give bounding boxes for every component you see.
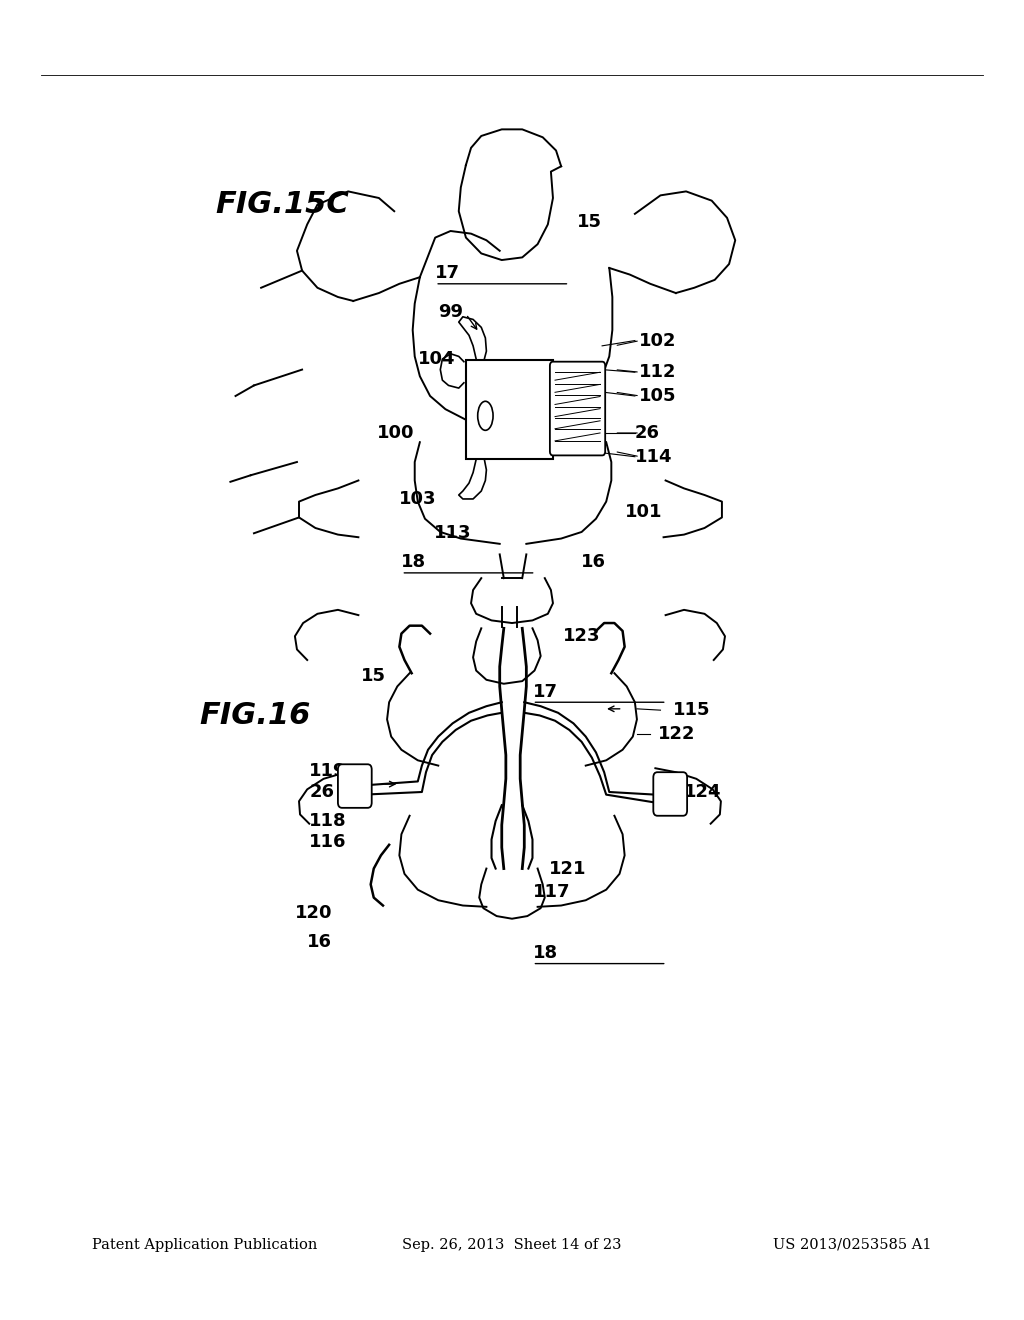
Text: 113: 113 [434,524,472,543]
Text: 122: 122 [658,725,696,743]
Text: 103: 103 [399,490,437,508]
Text: 114: 114 [635,447,673,466]
Text: 16: 16 [581,553,605,572]
Text: Patent Application Publication: Patent Application Publication [92,1238,317,1251]
Text: 26: 26 [635,424,659,442]
FancyBboxPatch shape [466,360,553,459]
Text: 16: 16 [307,933,332,952]
Text: 99: 99 [438,302,463,321]
Text: 105: 105 [639,387,677,405]
Text: FIG.15C: FIG.15C [215,190,349,219]
Text: FIG.16: FIG.16 [200,701,311,730]
Text: 15: 15 [360,667,385,685]
Ellipse shape [477,401,494,430]
Text: 115: 115 [673,701,711,719]
FancyBboxPatch shape [338,764,372,808]
Text: 102: 102 [639,331,677,350]
Text: 18: 18 [532,944,558,962]
FancyBboxPatch shape [653,772,687,816]
Text: 26: 26 [309,783,334,801]
Text: 119: 119 [309,762,347,780]
FancyBboxPatch shape [550,362,605,455]
Text: 116: 116 [309,833,347,851]
Text: 17: 17 [532,682,557,701]
Text: 120: 120 [295,904,333,923]
Text: US 2013/0253585 A1: US 2013/0253585 A1 [773,1238,932,1251]
Text: 124: 124 [684,783,722,801]
Text: 123: 123 [563,627,601,645]
Text: 15: 15 [577,213,601,231]
Text: 118: 118 [309,812,347,830]
Text: 117: 117 [532,883,570,902]
Text: 101: 101 [625,503,663,521]
Text: 112: 112 [639,363,677,381]
Text: 121: 121 [549,859,587,878]
Text: Sep. 26, 2013  Sheet 14 of 23: Sep. 26, 2013 Sheet 14 of 23 [402,1238,622,1251]
Text: 17: 17 [435,264,460,282]
Text: 104: 104 [418,350,456,368]
Text: 100: 100 [377,424,415,442]
Text: 18: 18 [401,553,427,572]
